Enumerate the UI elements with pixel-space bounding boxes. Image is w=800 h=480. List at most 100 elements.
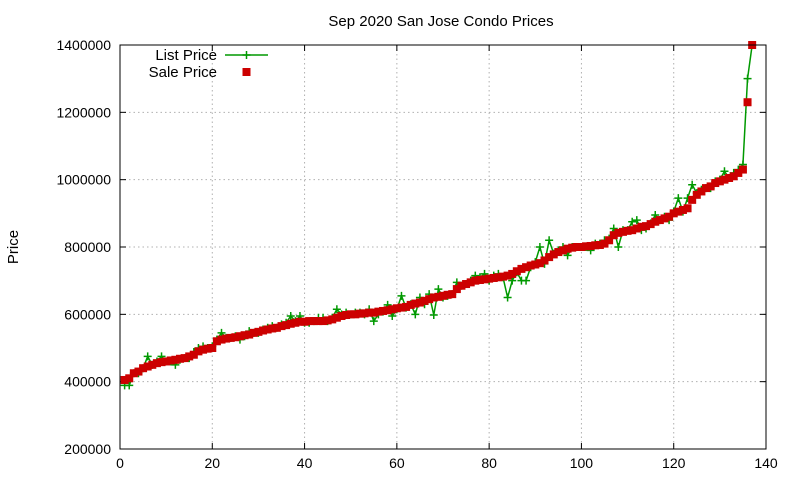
sale-price-point [646,220,655,229]
sale-price-point [443,290,452,299]
sale-price-point [420,296,429,305]
list-price-point [563,251,572,260]
sale-price-point [143,362,152,371]
sale-price-point [388,305,397,314]
sale-price-point [406,300,415,309]
sale-price-point [319,317,328,326]
list-price-point [609,224,618,233]
sale-price-point [171,355,180,364]
sale-price-point [222,334,231,343]
sale-price-point [632,224,641,233]
sale-price-point [669,209,678,218]
list-price-point [522,276,531,285]
sale-price-point [337,312,346,321]
sale-price-point [129,369,138,378]
list-price-point [429,311,438,320]
sale-price-point [425,295,434,304]
sale-price-point [674,207,683,216]
sale-price-point [517,264,526,273]
sale-price-point [480,275,489,284]
sale-price-point [180,354,189,363]
sale-price-point [595,240,604,249]
sale-price-point [586,241,595,250]
y-axis-label: Price [5,230,22,264]
sale-price-point [540,256,549,265]
list-price-point [125,381,134,390]
sale-price-point [254,327,263,336]
sale-price-point [351,310,360,319]
sale-price-point [577,243,586,251]
sale-price-point [485,274,494,283]
sale-price-point [628,226,637,235]
sale-price-point [738,165,747,174]
sale-price-point [642,222,651,231]
sale-price-point [286,319,295,328]
sale-price-point [263,325,272,334]
list-price-point [632,216,641,225]
list-price-point [720,167,729,176]
sale-price-point [508,269,517,278]
sale-price-point [365,308,374,317]
sale-price-point [203,344,212,353]
sale-price-point [314,317,323,326]
sale-price-point [199,345,208,354]
sale-price-point [582,242,591,251]
sale-price-point [120,375,129,384]
sale-price-point [323,316,332,325]
sale-price-point [332,313,341,322]
list-price-point [674,194,683,203]
sale-price-point [471,276,480,285]
sale-price-point [235,332,244,341]
axes: 0 20 40 60 80 100 120 140 200000 400000 600000 8000… [56,37,777,471]
x-tick-label: 40 [297,455,313,471]
x-tick-label: 20 [204,455,220,471]
legend: List Price Sale Price [149,47,268,81]
sale-price-point [637,222,646,231]
sale-price-point [374,307,383,316]
sale-price-point [208,344,217,352]
sale-price-point [545,253,554,262]
sale-price-point [743,98,752,107]
sale-price-point [148,360,157,369]
sale-price-point [360,309,369,318]
sale-price-point [369,308,378,317]
sale-price-point [531,260,540,269]
list-price-point [143,352,152,361]
sale-price-point [466,278,475,287]
list-price-point [388,312,397,321]
sale-price-point [139,364,148,373]
x-tick-label: 60 [389,455,405,471]
y-tick-label: 200000 [64,441,111,457]
list-price-point [545,236,554,245]
sale-price-point [600,239,609,248]
sale-price-point [383,306,392,315]
sale-price-point [175,354,184,363]
list-price-point [651,211,660,220]
list-price-point [688,180,697,189]
sale-price-point [277,322,286,331]
sale-price-point [503,271,512,280]
sale-price-point [475,275,484,284]
sale-price-point [697,187,706,196]
sale-price-point [268,324,277,333]
y-tick-label: 400000 [64,374,111,390]
sale-price-point [411,299,420,308]
sale-price-point [282,321,291,330]
list-price-point [217,328,226,337]
sale-price-point [457,281,466,290]
sale-price-point [655,216,664,225]
sale-price-point [452,285,461,294]
sale-price-point [568,243,577,252]
sale-price-point [609,231,618,240]
legend-sample-sale-price [242,68,251,76]
sale-price-point [535,259,544,268]
x-tick-label: 80 [481,455,497,471]
sale-price-point [194,347,203,356]
list-price-point [628,217,637,226]
plot-area [120,41,757,390]
sale-price-point [166,356,175,365]
sale-price-point [392,304,401,313]
sale-price-point [605,236,614,245]
sale-price-point [711,179,720,188]
sale-price-point [259,326,268,335]
